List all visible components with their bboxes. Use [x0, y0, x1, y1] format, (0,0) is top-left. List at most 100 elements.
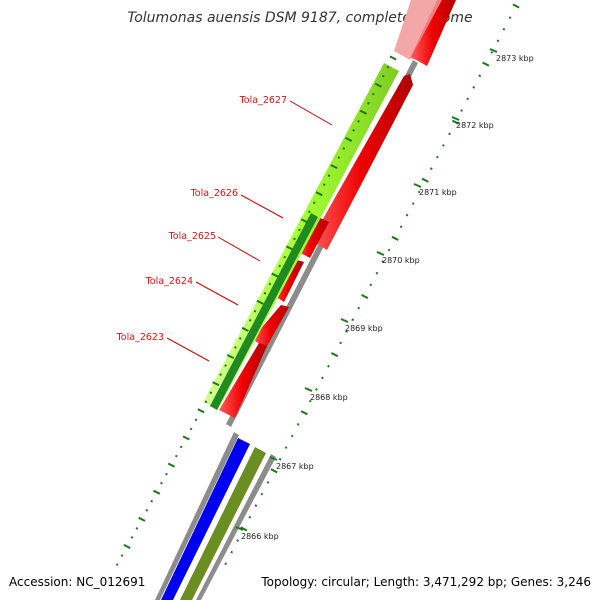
ruler-dot [460, 109, 463, 112]
ruler-dot [230, 550, 234, 554]
ruler-dot [268, 282, 272, 286]
ruler-dot [429, 167, 433, 170]
tick-mark [451, 116, 460, 121]
ruler-dot [312, 201, 316, 205]
ruler-dot [367, 101, 370, 105]
ruler-dot [466, 97, 469, 101]
ruler-dot [278, 264, 282, 268]
ruler-dash [359, 109, 368, 115]
ruler-dot [219, 373, 222, 376]
ruler-dot [405, 213, 409, 217]
ruler-dot [224, 364, 227, 367]
ruler-dash [300, 410, 308, 416]
ruler-dot [120, 554, 124, 557]
ruler-dot [339, 341, 342, 345]
ruler-dot [490, 51, 494, 54]
gene-label-tola-2624: Tola_2624 [145, 276, 193, 287]
ruler-dot [194, 418, 198, 422]
tick-label: 2871 kbp [419, 188, 457, 197]
ruler-dot [298, 228, 301, 232]
ruler-dot [478, 74, 482, 78]
ruler-dot [224, 562, 228, 566]
ruler-dash [330, 352, 339, 358]
ruler-dot [375, 271, 379, 275]
tick-label: 2870 kbp [382, 256, 420, 265]
ruler-dot [236, 539, 240, 542]
ruler-dot [165, 472, 168, 476]
ruler-dot [327, 174, 331, 177]
gene-leader-line [166, 337, 210, 362]
ruler-dot [371, 92, 375, 96]
ruler-dot [337, 156, 341, 159]
ruler-dot [357, 120, 360, 123]
tick-label: 2873 kbp [496, 54, 534, 63]
tick-mark [304, 387, 313, 392]
ruler-dot [263, 291, 267, 295]
ruler-dot [327, 364, 330, 368]
ruler-dash [153, 489, 161, 495]
ruler-dash [361, 294, 369, 299]
ruler-dot [234, 346, 237, 349]
ruler-dot [253, 309, 257, 313]
feature-olive [180, 447, 266, 600]
ruler-dash [389, 55, 397, 61]
gene-label-tola-2627: Tola_2627 [239, 95, 287, 106]
tick-label: 2872 kbp [456, 121, 494, 130]
ruler-dot [342, 147, 346, 150]
tick-label: 2869 kbp [345, 324, 383, 333]
cds-arrow [411, 0, 456, 66]
ruler-dash [240, 526, 248, 532]
backbone-lower-left [155, 432, 239, 600]
gene-label-tola-2625: Tola_2625 [168, 231, 216, 242]
gene-leader-line [217, 236, 261, 262]
ruler-dot [209, 391, 213, 395]
ruler-dot [150, 499, 154, 503]
ruler-dot [345, 330, 348, 333]
ruler-dot [381, 74, 385, 78]
ruler-dash [330, 164, 338, 169]
ruler-dot [260, 492, 264, 496]
ruler-dash [482, 61, 490, 67]
ruler-dot [174, 454, 178, 458]
ruler-dash [285, 245, 294, 251]
ruler-dash [421, 177, 429, 183]
gene-feature-darkgreen [210, 213, 318, 410]
ruler-dash [374, 82, 382, 88]
ruler-dots-right [224, 3, 520, 566]
ruler-dot [448, 132, 451, 136]
ruler-dash [226, 354, 235, 359]
cds-arrow [311, 74, 413, 250]
gene-label-tola-2626: Tola_2626 [190, 188, 238, 199]
ruler-dot [266, 481, 270, 484]
ruler-dash [270, 468, 278, 474]
ruler-dot [145, 509, 149, 512]
gene-leader-line [289, 100, 333, 126]
ruler-dash [512, 3, 520, 9]
ruler-dash [300, 218, 308, 224]
accession-label: Accession: NC_012691 [9, 575, 145, 589]
ruler-dot [308, 399, 312, 403]
ruler-dot [322, 183, 326, 186]
ruler-dot [130, 536, 134, 539]
ruler-dot [283, 255, 287, 259]
ruler-dot [238, 337, 242, 340]
ruler-dash [271, 272, 279, 278]
tick-mark [269, 456, 278, 461]
ruler-dot [369, 283, 373, 287]
ruler-dot [502, 27, 506, 31]
gene-leader-line [195, 281, 239, 306]
genome-summary-label: Topology: circular; Length: 3,471,292 bp… [260, 575, 591, 589]
feature-blue [161, 438, 250, 600]
ruler-dot [321, 376, 324, 380]
ruler-dot [248, 515, 252, 519]
ruler-dot [179, 445, 183, 449]
ruler-dash [123, 544, 131, 549]
tick-label: 2867 kbp [276, 462, 314, 471]
ruler-dot [248, 319, 252, 322]
ruler-dash [212, 381, 220, 387]
tick-label: 2866 kbp [241, 532, 279, 541]
ruler-dot [386, 65, 390, 69]
ruler-dot [417, 190, 421, 194]
ruler-dot [135, 527, 139, 530]
gene-label-tola-2623: Tola_2623 [116, 332, 164, 343]
